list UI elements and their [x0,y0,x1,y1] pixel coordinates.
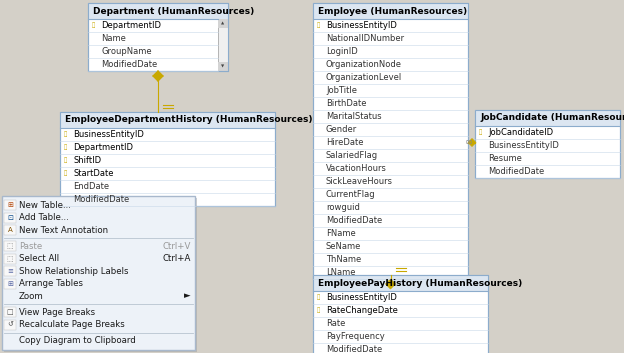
Text: Recalculate Page Breaks: Recalculate Page Breaks [19,320,125,329]
Text: GroupName: GroupName [101,47,152,56]
Text: ⊡: ⊡ [7,215,13,221]
Text: Gender: Gender [326,125,358,134]
Text: ModifiedDate: ModifiedDate [326,216,383,225]
Text: EndDate: EndDate [73,182,109,191]
Text: 🔑: 🔑 [64,171,67,176]
Text: LName: LName [326,268,356,277]
Text: ModifiedDate: ModifiedDate [488,167,544,176]
Text: New Text Annotation: New Text Annotation [19,226,108,235]
Text: DepartmentID: DepartmentID [73,143,133,152]
Text: SalariedFlag: SalariedFlag [326,151,378,160]
Text: 🔑: 🔑 [64,158,67,163]
FancyBboxPatch shape [218,62,228,71]
FancyBboxPatch shape [218,19,228,71]
Text: A: A [7,227,12,233]
Text: BusinessEntityID: BusinessEntityID [488,141,559,150]
Text: ShiftID: ShiftID [73,156,101,165]
Text: View Page Breaks: View Page Breaks [19,308,95,317]
Text: DepartmentID: DepartmentID [101,21,161,30]
Text: ▲: ▲ [222,22,225,25]
Text: Paste: Paste [19,242,42,251]
FancyBboxPatch shape [60,112,275,128]
Text: BusinessEntityID: BusinessEntityID [326,293,397,302]
Text: BusinessEntityID: BusinessEntityID [326,21,397,30]
Text: ▼: ▼ [222,65,225,68]
Text: ≡: ≡ [7,268,13,274]
FancyBboxPatch shape [4,198,197,352]
FancyBboxPatch shape [4,307,16,317]
Text: ModifiedDate: ModifiedDate [326,345,383,353]
Text: ThName: ThName [326,255,361,264]
Text: 🔑: 🔑 [317,23,320,28]
Text: SickLeaveHours: SickLeaveHours [326,177,393,186]
Text: OrganizationLevel: OrganizationLevel [326,73,402,82]
Text: Arrange Tables: Arrange Tables [19,279,83,288]
FancyBboxPatch shape [2,196,195,350]
Text: PayFrequency: PayFrequency [326,332,385,341]
Text: Department (HumanResources): Department (HumanResources) [93,6,254,16]
FancyBboxPatch shape [475,110,620,126]
Text: Rate: Rate [326,319,345,328]
FancyBboxPatch shape [4,319,16,330]
Text: MaritalStatus: MaritalStatus [326,112,382,121]
Text: CurrentFlag: CurrentFlag [326,190,376,199]
Text: NationalIDNumber: NationalIDNumber [326,34,404,43]
Text: 🔑: 🔑 [479,130,482,135]
Text: Add Table...: Add Table... [19,213,69,222]
Text: BusinessEntityID: BusinessEntityID [73,130,144,139]
FancyBboxPatch shape [4,225,16,235]
FancyBboxPatch shape [88,3,228,19]
Text: Ctrl+A: Ctrl+A [163,254,191,263]
FancyBboxPatch shape [4,279,16,288]
FancyBboxPatch shape [4,213,16,223]
Text: ⬚: ⬚ [7,256,13,262]
Text: ►: ► [184,292,191,300]
Text: RateChangeDate: RateChangeDate [326,306,398,315]
FancyBboxPatch shape [88,3,228,71]
Text: SeName: SeName [326,242,361,251]
FancyBboxPatch shape [475,110,620,178]
FancyBboxPatch shape [313,275,488,291]
FancyBboxPatch shape [4,241,16,251]
FancyBboxPatch shape [218,19,228,28]
Text: JobCandidate (HumanResources): JobCandidate (HumanResources) [480,114,624,122]
Text: LoginID: LoginID [326,47,358,56]
Text: New Table...: New Table... [19,201,71,210]
FancyBboxPatch shape [313,3,468,279]
FancyBboxPatch shape [4,200,16,210]
Text: Employee (HumanResources): Employee (HumanResources) [318,6,467,16]
Text: OrganizationNode: OrganizationNode [326,60,402,69]
Text: Copy Diagram to Clipboard: Copy Diagram to Clipboard [19,336,136,345]
Text: ModifiedDate: ModifiedDate [73,195,129,204]
FancyBboxPatch shape [4,254,16,264]
Text: EmployeeDepartmentHistory (HumanResources): EmployeeDepartmentHistory (HumanResource… [65,115,313,125]
Text: StartDate: StartDate [73,169,114,178]
Text: Zoom: Zoom [19,292,44,300]
Text: VacationHours: VacationHours [326,164,387,173]
Text: Show Relationship Labels: Show Relationship Labels [19,267,129,276]
Text: ⬚: ⬚ [7,243,13,249]
Text: ∞: ∞ [465,138,473,148]
Text: Select All: Select All [19,254,59,263]
Polygon shape [468,138,476,146]
Text: EmployeePayHistory (HumanResources): EmployeePayHistory (HumanResources) [318,279,522,287]
Text: ↺: ↺ [7,322,13,328]
Text: ⊞: ⊞ [7,202,13,208]
Text: Resume: Resume [488,154,522,163]
Text: 🔑: 🔑 [317,308,320,313]
Text: rowguid: rowguid [326,203,360,212]
Text: BirthDate: BirthDate [326,99,366,108]
Text: 🔑: 🔑 [64,132,67,137]
Text: 🔑: 🔑 [64,145,67,150]
Text: 🔑: 🔑 [317,295,320,300]
Text: ModifiedDate: ModifiedDate [101,60,157,69]
Text: JobTitle: JobTitle [326,86,357,95]
FancyBboxPatch shape [4,266,16,276]
Text: □: □ [7,309,13,315]
Text: FName: FName [326,229,356,238]
Polygon shape [153,71,163,81]
FancyBboxPatch shape [313,275,488,353]
FancyBboxPatch shape [313,3,468,19]
Polygon shape [386,279,396,289]
